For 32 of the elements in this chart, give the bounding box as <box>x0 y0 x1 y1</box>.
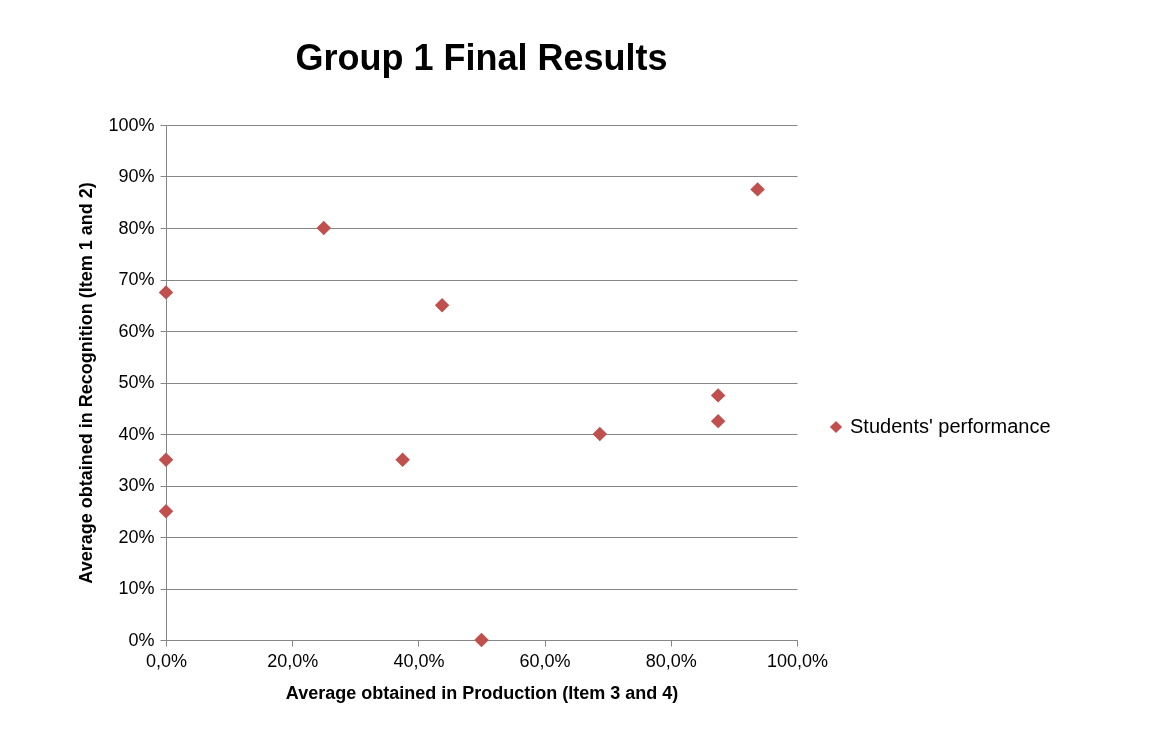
x-tick-label: 40,0% <box>393 650 445 671</box>
y-tick-label: 90% <box>118 166 155 186</box>
y-axis-title: Average obtained in Recognition (Item 1 and 2) <box>76 182 97 584</box>
y-tick-label: 20% <box>118 526 155 547</box>
y-tick-label: 10% <box>118 578 155 598</box>
y-tick-label: 80% <box>118 217 155 238</box>
x-tick-label: 100,0% <box>766 650 829 671</box>
y-tick-label: 60% <box>118 320 155 341</box>
x-tick-label: 0,0% <box>145 650 188 671</box>
x-tick-label: 80,0% <box>645 650 697 671</box>
y-tick-label: 30% <box>118 475 155 495</box>
point <box>434 298 450 313</box>
chart-title: Group 1 Final Results <box>295 37 668 78</box>
x-tick-label: 60,0% <box>519 650 571 671</box>
x-axis-title: Average obtained in Production (Item 3 and 4) <box>285 682 679 703</box>
y-tick-label: 100% <box>108 114 155 135</box>
point <box>158 285 174 300</box>
point <box>592 426 608 442</box>
point <box>710 388 726 403</box>
legend-label: Students' performance <box>850 415 1051 437</box>
point <box>158 504 174 519</box>
point <box>395 452 410 467</box>
y-tick-label: 0% <box>128 629 155 650</box>
point <box>316 220 331 236</box>
x-tick-label: 20,0% <box>267 650 319 671</box>
point <box>710 413 726 429</box>
y-tick-label: 50% <box>118 372 155 392</box>
point <box>750 182 765 197</box>
point <box>158 452 174 467</box>
y-tick-label: 70% <box>118 269 155 289</box>
y-tick-label: 40% <box>118 423 155 444</box>
point <box>474 632 489 648</box>
